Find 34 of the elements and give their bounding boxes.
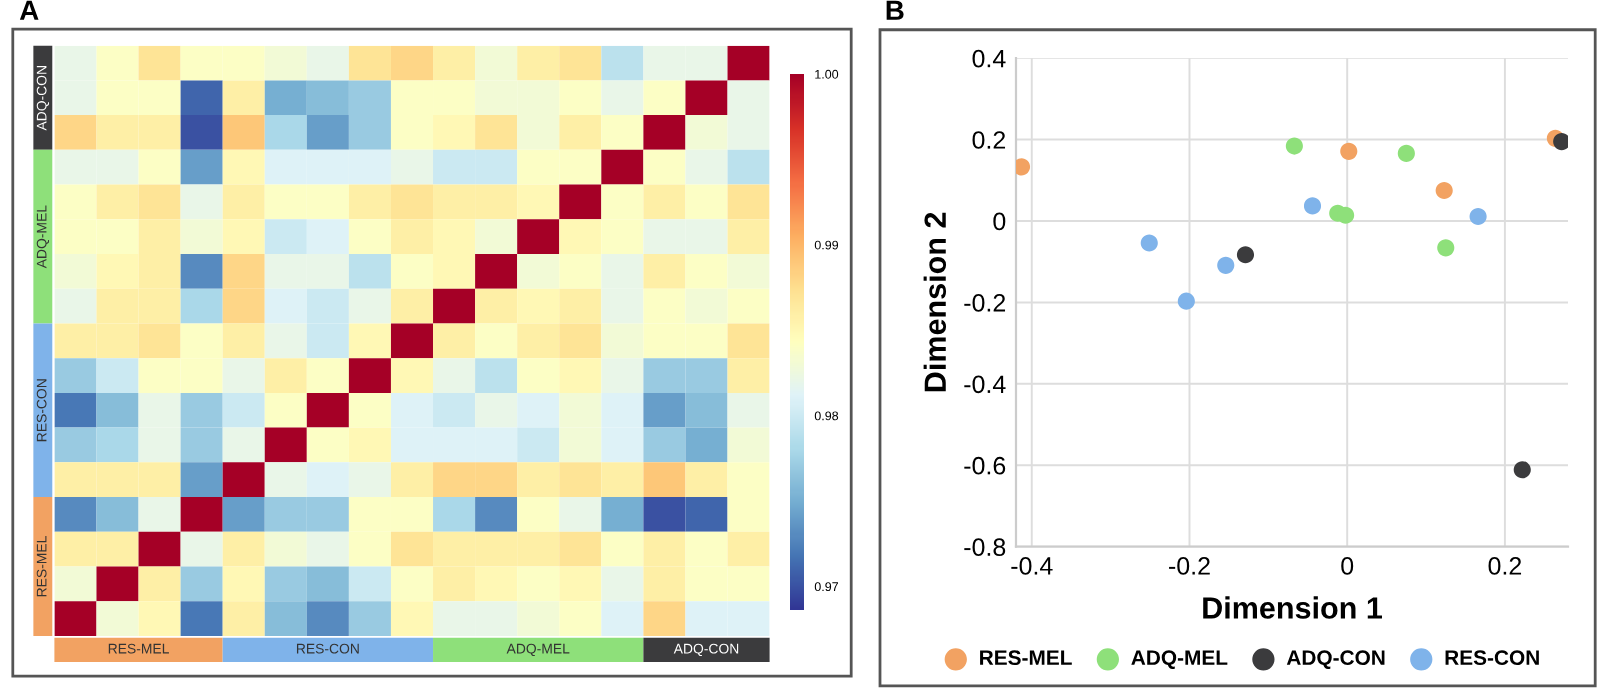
- x-tick-label: -0.2: [1169, 557, 1210, 575]
- x-tick-label: 0: [1341, 557, 1354, 575]
- point: [1513, 461, 1531, 479]
- chart-title: A: [19, 0, 39, 20]
- x-tick-label: -0.4: [1011, 557, 1053, 575]
- point: [1016, 158, 1031, 176]
- y-axis-title: Dimension 2: [923, 212, 947, 392]
- y-tick-label: -0.2: [964, 294, 1006, 312]
- legend-label: RES-CON: [1445, 650, 1539, 666]
- point: [1236, 246, 1255, 264]
- y-tick-label: -0.8: [964, 538, 1006, 556]
- point: [1435, 181, 1453, 200]
- point: [1553, 133, 1568, 151]
- y-tick-label: 0: [993, 212, 1006, 231]
- point: [1469, 207, 1487, 226]
- point: [1285, 137, 1303, 155]
- x-tick-label: 0.2: [1488, 557, 1522, 575]
- legend-label: ADQ-MEL: [1131, 650, 1228, 669]
- point: [1303, 197, 1322, 215]
- point: [1217, 256, 1235, 274]
- chart-title: B: [886, 0, 904, 20]
- point: [1337, 206, 1355, 224]
- point: [1177, 292, 1195, 310]
- point: [1140, 234, 1158, 252]
- y-tick-label: 0.2: [972, 131, 1006, 149]
- y-tick-label: 0.4: [972, 49, 1006, 68]
- point: [1340, 142, 1358, 160]
- legend-label: ADQ-CON: [1286, 650, 1385, 669]
- y-tick-label: -0.4: [964, 375, 1006, 394]
- point: [1437, 239, 1455, 257]
- point: [1397, 144, 1415, 162]
- x-axis-title: Dimension 1: [1203, 596, 1382, 619]
- legend-label: RES-MEL: [980, 650, 1072, 666]
- y-tick-label: -0.6: [964, 456, 1006, 475]
